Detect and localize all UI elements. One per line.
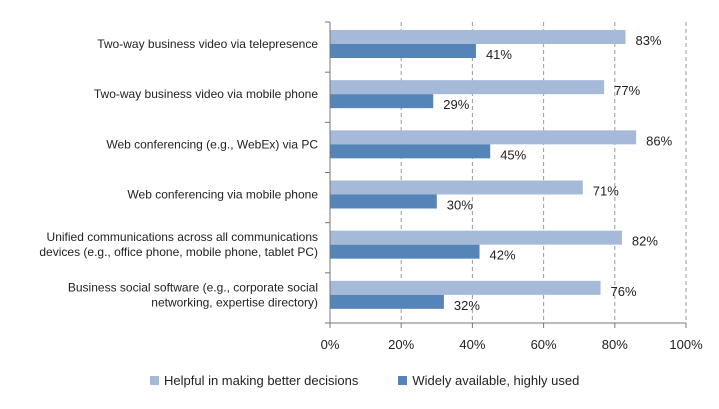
bar-helpful: [330, 80, 605, 95]
category-label: Business social software (e.g., corporat…: [68, 280, 318, 294]
data-label: 82%: [632, 234, 658, 249]
bar-helpful: [330, 30, 626, 44]
category-label: Two-way business video via telepresence: [97, 37, 318, 51]
bar-widely-available: [330, 294, 444, 309]
bar-widely-available: [330, 144, 491, 159]
bar-widely-available: [330, 244, 480, 259]
bar-helpful: [330, 280, 601, 295]
bar-widely-available: [330, 94, 434, 109]
legend-item-widely-available: Widely available, highly used: [398, 373, 579, 388]
data-label: 45%: [500, 147, 526, 162]
x-tick-label: 0%: [321, 337, 340, 352]
data-label: 42%: [490, 248, 516, 263]
category-label: Web conferencing (e.g., WebEx) via PC: [106, 137, 318, 151]
data-label: 86%: [646, 133, 672, 148]
legend-swatch-widely-available: [398, 376, 408, 385]
bar-helpful: [330, 230, 622, 245]
x-tick-label: 40%: [459, 337, 485, 352]
category-label: Two-way business video via mobile phone: [94, 87, 318, 101]
category-label: Web conferencing via mobile phone: [127, 188, 318, 202]
legend-label-helpful: Helpful in making better decisions: [164, 373, 359, 388]
bar-helpful: [330, 180, 583, 195]
data-label: 83%: [635, 33, 661, 48]
x-tick-label: 20%: [388, 337, 414, 352]
bar-widely-available: [330, 194, 437, 209]
x-tick-label: 80%: [602, 337, 628, 352]
data-label: 71%: [593, 184, 619, 199]
x-tick-label: 60%: [531, 337, 557, 352]
data-label: 77%: [614, 83, 640, 98]
bar-helpful: [330, 130, 637, 145]
legend-swatch-helpful: [150, 376, 159, 385]
category-label: networking, expertise directory): [151, 295, 318, 309]
data-label: 29%: [443, 97, 469, 112]
bar-widely-available: [330, 44, 476, 58]
x-tick-label: 100%: [669, 337, 703, 352]
category-label: devices (e.g., office phone, mobile phon…: [39, 245, 318, 259]
legend: Helpful in making better decisions Widel…: [150, 373, 619, 388]
legend-item-helpful: Helpful in making better decisions: [150, 373, 358, 388]
data-label: 32%: [454, 298, 480, 313]
data-label: 41%: [486, 47, 512, 62]
data-label: 76%: [611, 284, 637, 299]
data-label: 30%: [447, 198, 473, 213]
legend-label-widely-available: Widely available, highly used: [412, 373, 580, 388]
category-label: Unified communications across all commun…: [47, 230, 318, 244]
